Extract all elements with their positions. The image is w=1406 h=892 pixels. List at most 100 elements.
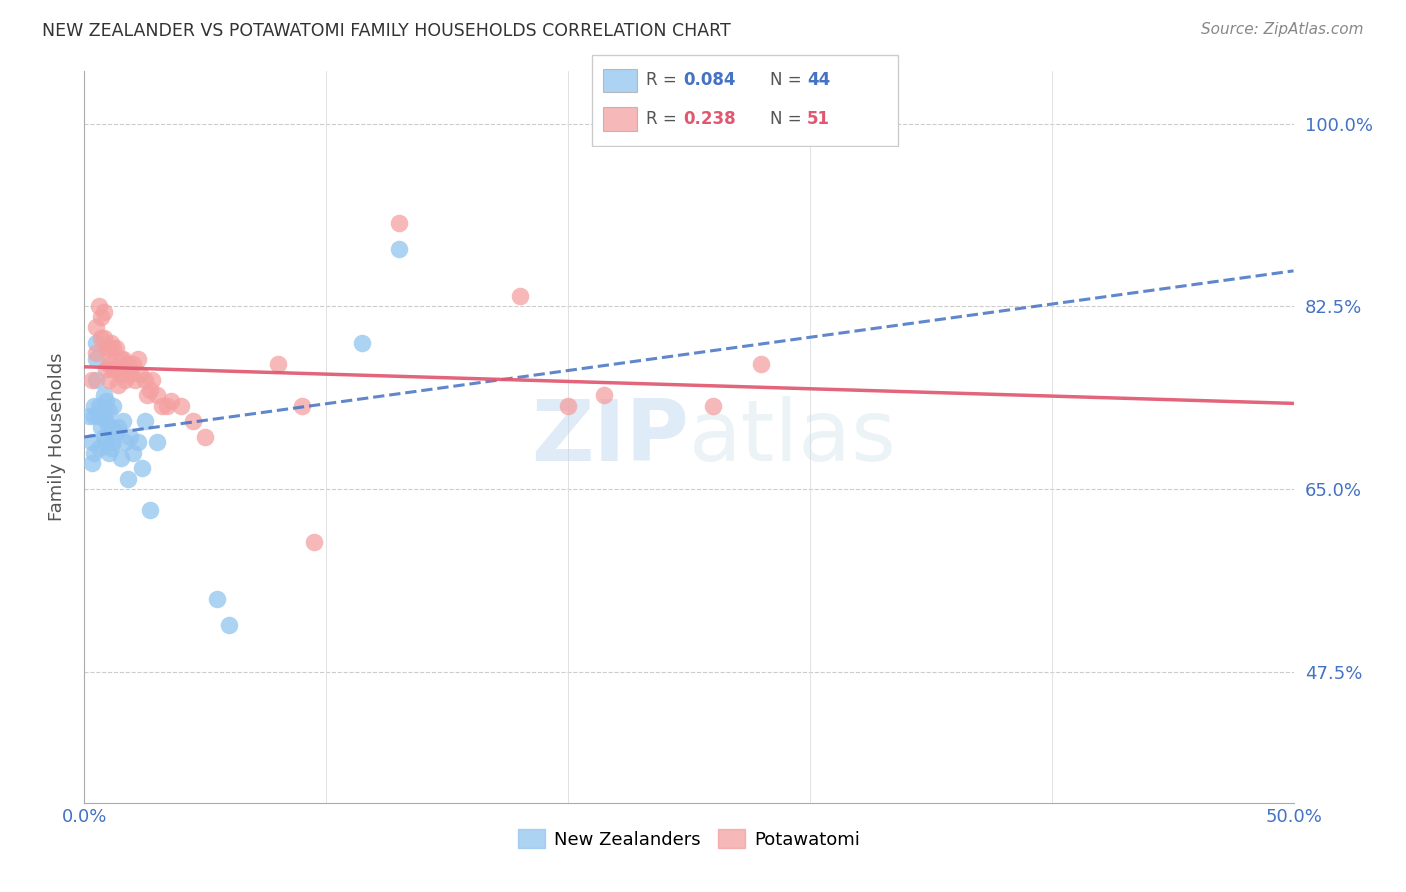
Text: 0.238: 0.238 [683,110,735,128]
Point [170,399,193,413]
Point [104,425,127,439]
Point [86,336,108,351]
Point [94,341,117,355]
Point [100,441,122,455]
Point [77,409,100,424]
Text: 44: 44 [807,71,831,89]
Point [107,377,129,392]
FancyBboxPatch shape [603,107,637,131]
Point [107,419,129,434]
Point [90,419,112,434]
Point [121,357,143,371]
Point [97,404,120,418]
Point [97,341,120,355]
Point [93,304,115,318]
Point [86,320,108,334]
Point [120,430,142,444]
Point [103,399,125,413]
Point [129,368,152,382]
Point [94,414,117,428]
Point [90,331,112,345]
Point [593,388,616,402]
Point [194,430,217,444]
Point [90,404,112,418]
Point [93,430,115,444]
Point [509,289,531,303]
Point [80,456,103,470]
Point [218,618,240,632]
Point [87,409,110,424]
Point [110,368,132,382]
Point [267,357,290,371]
Point [124,373,146,387]
Point [751,357,773,371]
Point [352,336,374,351]
Text: R =: R = [647,110,682,128]
Point [100,419,122,434]
Text: 51: 51 [807,110,830,128]
Point [83,446,105,460]
Point [94,393,117,408]
Point [104,341,127,355]
Point [86,346,108,360]
Point [121,446,143,460]
Point [181,414,204,428]
Point [134,373,156,387]
Point [138,383,160,397]
Point [302,534,325,549]
Point [93,404,115,418]
Point [131,461,153,475]
Text: NEW ZEALANDER VS POTAWATOMI FAMILY HOUSEHOLDS CORRELATION CHART: NEW ZEALANDER VS POTAWATOMI FAMILY HOUSE… [42,22,731,40]
Point [103,362,125,376]
Point [80,373,103,387]
Point [97,357,120,371]
Point [83,409,105,424]
Point [138,503,160,517]
Point [114,435,136,450]
Point [388,216,411,230]
Text: N =: N = [770,110,807,128]
Legend: New Zealanders, Potawatomi: New Zealanders, Potawatomi [510,822,868,856]
Point [103,435,125,450]
Point [160,393,183,408]
Point [94,435,117,450]
Point [97,446,120,460]
Point [127,351,149,366]
Point [127,435,149,450]
Point [97,373,120,387]
Point [93,388,115,402]
Point [388,242,411,256]
Point [702,399,724,413]
Point [80,435,103,450]
Point [114,357,136,371]
Point [136,388,159,402]
Point [117,357,139,371]
Text: atlas: atlas [689,395,897,479]
Point [86,351,108,366]
Point [557,399,579,413]
Point [110,351,132,366]
Point [87,441,110,455]
Y-axis label: Family Households: Family Households [48,353,66,521]
Point [207,592,229,607]
Point [291,399,314,413]
Point [90,310,112,324]
Point [134,414,156,428]
Point [104,362,127,376]
Point [103,341,125,355]
Text: Source: ZipAtlas.com: Source: ZipAtlas.com [1201,22,1364,37]
Point [112,351,135,366]
FancyBboxPatch shape [603,69,637,92]
Point [112,414,135,428]
Text: 0.084: 0.084 [683,71,735,89]
FancyBboxPatch shape [592,54,898,146]
Point [83,399,105,413]
Point [146,435,169,450]
Point [146,388,169,402]
Point [100,357,122,371]
Point [150,399,173,413]
Point [86,373,108,387]
Point [94,362,117,376]
Point [141,373,163,387]
Point [87,300,110,314]
